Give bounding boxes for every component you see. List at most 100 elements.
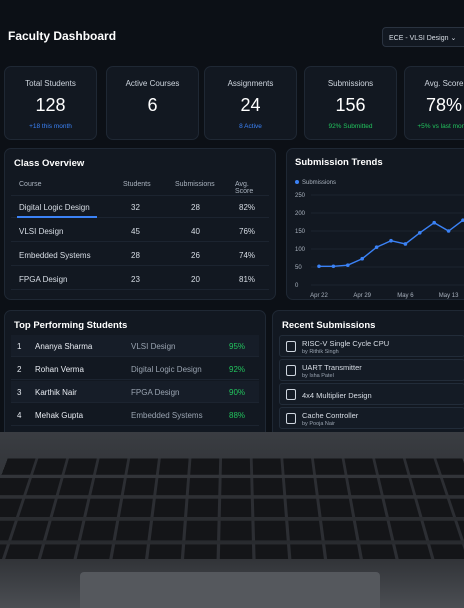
table-cell: 1 xyxy=(17,342,22,351)
stat-note: 92% Submitted xyxy=(328,123,373,130)
y-tick-label: 200 xyxy=(295,211,306,217)
stat-card: Assignments 24 8 Active xyxy=(204,66,297,140)
table-cell: 40 xyxy=(191,227,200,236)
stat-label: Total Students xyxy=(25,79,76,88)
file-icon xyxy=(286,341,296,352)
stat-label: Avg. Score xyxy=(424,79,464,88)
submission-item: RISC-V Single Cycle CPU by Rithik Singh xyxy=(279,335,464,357)
student-row: 3 Karthik Nair FPGA Design 90% xyxy=(11,381,259,403)
stat-value: 128 xyxy=(35,95,66,115)
table-cell: Rohan Verma xyxy=(35,365,84,374)
submission-author: by Pooja Nair xyxy=(302,421,336,427)
data-point xyxy=(461,218,464,222)
x-tick-label: May 13 xyxy=(439,293,459,299)
top-students-panel: Top Performing Students 1 Ananya Sharma VL… xyxy=(4,310,266,432)
table-cell: VLSI Design xyxy=(131,342,176,351)
stat-card: Submissions 156 92% Submitted xyxy=(304,66,397,140)
x-tick-label: Apr 29 xyxy=(353,293,371,299)
table-cell: Embedded Systems xyxy=(19,251,91,260)
submission-item: Cache Controller by Pooja Nair xyxy=(279,407,464,429)
table-header: Course Students Submissions Avg. Score xyxy=(11,174,269,196)
course-dropdown[interactable]: ECE - VLSI Design ⌄ xyxy=(382,27,464,47)
dropdown-label: ECE - VLSI Design xyxy=(389,35,449,42)
data-point xyxy=(374,245,379,249)
column-header: Submissions xyxy=(175,181,215,188)
legend-label: Submissions xyxy=(302,180,336,186)
data-point xyxy=(360,256,364,261)
legend-swatch xyxy=(295,180,299,184)
stat-note: +18 this month xyxy=(29,123,72,130)
table-cell: 26 xyxy=(191,251,200,260)
table-cell: 23 xyxy=(131,275,140,284)
page-title: Faculty Dashboard xyxy=(8,29,117,43)
panel-title: Top Performing Students xyxy=(14,320,128,331)
table-cell: FPGA Design xyxy=(19,275,68,284)
table-row: FPGA Design 23 20 81% xyxy=(11,268,269,290)
column-header: Course xyxy=(19,181,42,188)
table-cell: Ananya Sharma xyxy=(35,342,93,351)
active-underline xyxy=(17,216,97,218)
laptop-keyboard xyxy=(0,432,464,608)
data-point xyxy=(317,264,321,269)
chart-title: Submission Trends xyxy=(295,157,383,168)
submission-trends-panel: Submission Trends 0 50 100 150 200 250 Apr 22 A… xyxy=(286,148,464,300)
file-icon xyxy=(286,413,296,424)
file-icon xyxy=(286,365,296,376)
recent-submissions-panel: Recent Submissions RISC-V Single Cycle C… xyxy=(272,310,464,432)
submission-item: 4x4 Multiplier Design xyxy=(279,383,464,405)
table-cell: 82% xyxy=(239,203,256,212)
student-row: 4 Mehak Gupta Embedded Systems 88% xyxy=(11,404,259,426)
table-row: Digital Logic Design 32 28 82% xyxy=(11,196,269,218)
data-point xyxy=(432,220,436,225)
table-cell: 32 xyxy=(131,203,140,212)
student-row: 2 Rohan Verma Digital Logic Design 92% xyxy=(11,358,259,380)
table-cell: 28 xyxy=(191,203,200,212)
table-cell: VLSI Design xyxy=(19,227,64,236)
table-cell: 4 xyxy=(17,411,22,420)
data-point xyxy=(446,229,451,233)
data-point xyxy=(418,231,422,235)
table-cell: Digital Logic Design xyxy=(19,203,90,212)
y-tick-label: 0 xyxy=(295,283,299,289)
stat-value: 24 xyxy=(240,95,261,115)
stat-value: 78% xyxy=(425,95,463,115)
table-row: Embedded Systems 28 26 74% xyxy=(11,244,269,266)
table-cell: Digital Logic Design xyxy=(131,365,202,374)
table-cell: Embedded Systems xyxy=(131,411,203,420)
data-point xyxy=(346,263,350,267)
x-tick-label: Apr 22 xyxy=(310,293,328,299)
stat-label: Assignments xyxy=(227,79,274,88)
panel-title: Class Overview xyxy=(14,158,85,169)
student-row: 1 Ananya Sharma VLSI Design 95% xyxy=(11,335,259,357)
submission-title: Cache Controller xyxy=(302,411,359,420)
submission-item: UART Transmitter by Isha Patel xyxy=(279,359,464,381)
stat-value: 6 xyxy=(147,95,158,115)
table-cell: Mehak Gupta xyxy=(35,411,84,420)
table-cell: 3 xyxy=(17,388,22,397)
class-overview-panel: Class Overview Course Students Submissions… xyxy=(4,148,276,300)
table-cell: 74% xyxy=(239,251,256,260)
y-tick-label: 50 xyxy=(295,265,302,271)
table-cell: 2 xyxy=(17,365,22,374)
panel-title: Recent Submissions xyxy=(282,320,376,331)
stat-label: Submissions xyxy=(327,79,374,88)
table-row: VLSI Design 45 40 76% xyxy=(11,220,269,242)
chart: Submission Trends 0 50 100 150 200 250 Apr 22 A… xyxy=(295,157,464,299)
submission-title: 4x4 Multiplier Design xyxy=(302,391,372,400)
file-icon xyxy=(286,389,296,400)
series-line xyxy=(319,219,464,267)
submission-title: UART Transmitter xyxy=(302,363,362,372)
table-cell: 90% xyxy=(229,388,246,397)
x-tick-label: May 6 xyxy=(397,293,414,299)
y-tick-label: 250 xyxy=(295,193,306,199)
submission-author: by Rithik Singh xyxy=(302,349,339,355)
data-point xyxy=(403,242,408,246)
submission-title: RISC-V Single Cycle CPU xyxy=(302,339,390,348)
stat-label: Active Courses xyxy=(125,79,180,88)
table-cell: Karthik Nair xyxy=(35,388,77,397)
trackpad xyxy=(80,572,380,608)
table-cell: FPGA Design xyxy=(131,388,180,397)
column-header: Students xyxy=(123,181,151,188)
stat-note: +5% vs last month xyxy=(417,123,464,130)
